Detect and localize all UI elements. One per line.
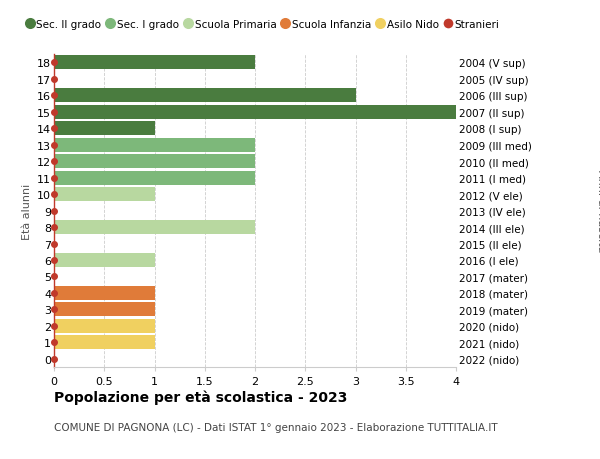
Y-axis label: Età alunni: Età alunni bbox=[22, 183, 32, 239]
Bar bbox=[54, 122, 155, 136]
Bar bbox=[54, 286, 155, 300]
Bar bbox=[54, 171, 255, 185]
Bar bbox=[54, 253, 155, 268]
Legend: Sec. II grado, Sec. I grado, Scuola Primaria, Scuola Infanzia, Asilo Nido, Stran: Sec. II grado, Sec. I grado, Scuola Prim… bbox=[27, 20, 499, 30]
Bar bbox=[54, 106, 456, 119]
Bar bbox=[54, 89, 355, 103]
Bar bbox=[54, 56, 255, 70]
Bar bbox=[54, 188, 155, 202]
Bar bbox=[54, 155, 255, 169]
Text: COMUNE DI PAGNONA (LC) - Dati ISTAT 1° gennaio 2023 - Elaborazione TUTTITALIA.IT: COMUNE DI PAGNONA (LC) - Dati ISTAT 1° g… bbox=[54, 422, 497, 432]
Y-axis label: Anni di nascita: Anni di nascita bbox=[596, 170, 600, 252]
Bar bbox=[54, 221, 255, 235]
Bar bbox=[54, 336, 155, 350]
Bar bbox=[54, 319, 155, 333]
Bar bbox=[54, 139, 255, 152]
Bar bbox=[54, 303, 155, 317]
Text: Popolazione per età scolastica - 2023: Popolazione per età scolastica - 2023 bbox=[54, 390, 347, 405]
